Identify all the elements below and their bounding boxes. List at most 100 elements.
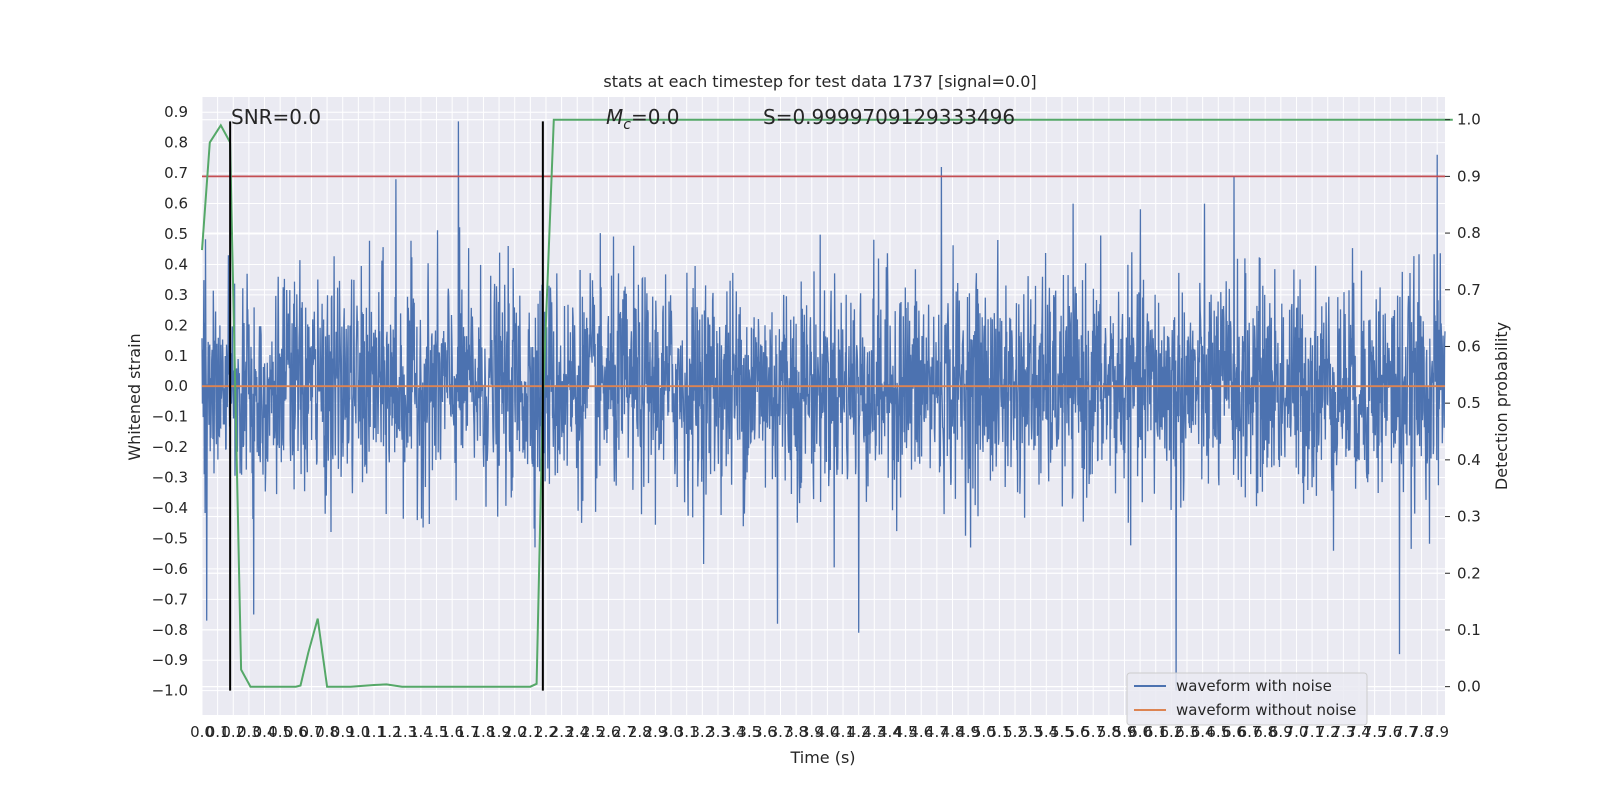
legend-box: [1126, 672, 1368, 726]
x-tick-label: 2.3: [550, 723, 574, 741]
x-tick-label: 4.7: [925, 723, 949, 741]
x-tick-label: 1.5: [425, 723, 449, 741]
x-tick-label: 4.4: [878, 723, 902, 741]
x-tick-label: 1.8: [472, 723, 496, 741]
x-tick-label: 1.6: [440, 723, 464, 741]
y2-tick-label: 0.1: [1457, 621, 1481, 639]
y-tick-label: −0.5: [152, 529, 188, 547]
x-tick-label: 2.4: [565, 723, 589, 741]
x-tick-label: 5.0: [972, 723, 996, 741]
x-tick-label: 3.7: [769, 723, 793, 741]
x-tick-label: 4.8: [941, 723, 965, 741]
y2-tick-label: 0.2: [1457, 564, 1481, 582]
y-tick-label: 0.8: [164, 134, 188, 152]
y2-tick-label: 0.0: [1457, 678, 1481, 696]
x-tick-label: 6.8: [1253, 723, 1277, 741]
x-tick-label: 7.5: [1363, 723, 1387, 741]
chirp-mass-annotation: Mc=0.0: [606, 105, 680, 133]
x-tick-label: 7.6: [1378, 723, 1402, 741]
x-tick-label: 1.9: [487, 723, 511, 741]
y-axis-label: Whitened strain: [125, 333, 144, 460]
x-tick-label: 7.8: [1410, 723, 1434, 741]
x-tick-label: 2.0: [503, 723, 527, 741]
x-tick-label: 1.2: [378, 723, 402, 741]
x-tick-label: 3.9: [800, 723, 824, 741]
y-tick-label: 0.2: [164, 316, 188, 334]
y2-tick-label: 1.0: [1457, 111, 1481, 129]
x-tick-label: 2.7: [612, 723, 636, 741]
x-tick-label: 6.4: [1191, 723, 1215, 741]
x-tick-label: 6.6: [1222, 723, 1246, 741]
x-tick-label: 7.0: [1285, 723, 1309, 741]
x-tick-label: 4.5: [894, 723, 918, 741]
x-tick-label: 4.1: [831, 723, 855, 741]
x-tick-label: 6.9: [1269, 723, 1293, 741]
x-tick-label: 5.5: [1050, 723, 1074, 741]
chirp-mass-symbol: M: [606, 105, 623, 129]
x-tick-label: 1.1: [362, 723, 386, 741]
x-tick-label: 6.5: [1206, 723, 1230, 741]
y-tick-label: 0.6: [164, 195, 188, 213]
x-tick-label: 0.8: [315, 723, 339, 741]
x-tick-label: 5.3: [1019, 723, 1043, 741]
y2-tick-label: 0.7: [1457, 281, 1481, 299]
y-tick-label: 0.1: [164, 347, 188, 365]
y2-tick-label: 0.3: [1457, 508, 1481, 526]
x-tick-label: 0.9: [331, 723, 355, 741]
x-tick-label: 4.2: [847, 723, 871, 741]
y-tick-label: −0.9: [152, 651, 188, 669]
y2-axis-label: Detection probability: [1492, 322, 1511, 490]
y-tick-label: 0.7: [164, 164, 188, 182]
x-tick-label: 0.7: [300, 723, 324, 741]
y-tick-label: −0.2: [152, 438, 188, 456]
x-tick-label: 5.2: [1003, 723, 1027, 741]
chirp-mass-subscript: c: [623, 117, 631, 133]
x-tick-label: 7.9: [1425, 723, 1449, 741]
series-waveform-with-noise: [201, 121, 1446, 691]
y-tick-label: 0.9: [164, 103, 188, 121]
snr-annotation: SNR=0.0: [231, 105, 321, 129]
y-tick-label: 0.5: [164, 225, 188, 243]
x-tick-label: 4.6: [909, 723, 933, 741]
x-tick-label: 0.6: [284, 723, 308, 741]
y-tick-label: 0.0: [164, 377, 188, 395]
y2-tick-label: 0.8: [1457, 224, 1481, 242]
y-tick-label: 0.4: [164, 255, 188, 273]
x-tick-label: 6.0: [1128, 723, 1152, 741]
series-detection-probability: [201, 118, 1453, 688]
x-tick-label: 5.9: [1113, 723, 1137, 741]
x-tick-labels: 0.00.10.20.30.40.50.60.70.80.91.01.11.21…: [190, 723, 1449, 741]
y-tick-label: −0.4: [152, 499, 188, 517]
x-tick-label: 3.2: [690, 723, 714, 741]
x-tick-label: 7.4: [1347, 723, 1371, 741]
x-tick-label: 3.8: [784, 723, 808, 741]
x-tick-label: 0.4: [253, 723, 277, 741]
x-tick-label: 0.0: [190, 723, 214, 741]
x-axis-label: Time (s): [789, 748, 855, 767]
y-tick-label: 0.3: [164, 286, 188, 304]
x-tick-label: 4.3: [862, 723, 886, 741]
y-tick-label: −0.7: [152, 590, 188, 608]
s-annotation: S=0.9999709129333496: [763, 105, 1015, 129]
y-tick-label: −1.0: [152, 682, 188, 700]
x-tick-label: 2.2: [534, 723, 558, 741]
legend-label-noise: waveform with noise: [1176, 677, 1332, 695]
x-tick-label: 6.1: [1144, 723, 1168, 741]
y2-tick-label: 0.6: [1457, 337, 1481, 355]
x-tick-label: 3.1: [675, 723, 699, 741]
x-tick-label: 3.0: [659, 723, 683, 741]
y-tick-label: −0.3: [152, 469, 188, 487]
x-tick-label: 2.6: [597, 723, 621, 741]
y-tick-label: −0.6: [152, 560, 188, 578]
x-tick-label: 1.3: [393, 723, 417, 741]
x-tick-label: 3.4: [722, 723, 746, 741]
x-tick-label: 2.8: [628, 723, 652, 741]
chart-title: stats at each timestep for test data 173…: [603, 72, 1036, 91]
x-tick-label: 5.8: [1097, 723, 1121, 741]
x-tick-label: 0.3: [237, 723, 261, 741]
y2-tick-label: 0.5: [1457, 394, 1481, 412]
x-tick-label: 0.2: [221, 723, 245, 741]
chirp-mass-value: =0.0: [631, 105, 680, 129]
x-tick-label: 0.1: [206, 723, 230, 741]
